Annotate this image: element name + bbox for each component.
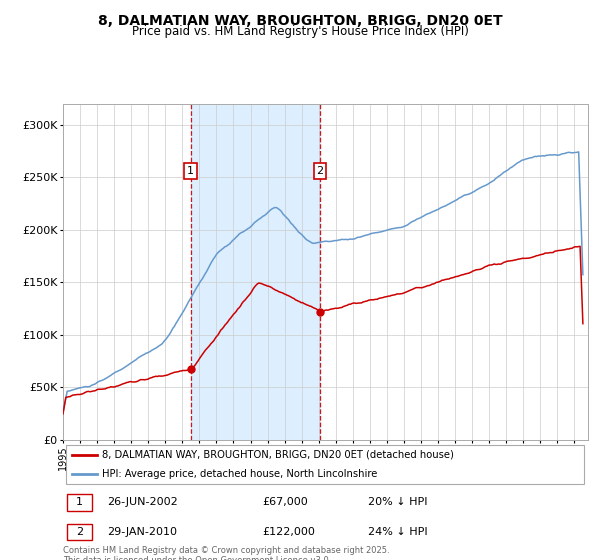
Text: Contains HM Land Registry data © Crown copyright and database right 2025.
This d: Contains HM Land Registry data © Crown c… bbox=[63, 546, 389, 560]
Text: 20% ↓ HPI: 20% ↓ HPI bbox=[367, 497, 427, 507]
Text: 2: 2 bbox=[76, 527, 83, 537]
Text: HPI: Average price, detached house, North Lincolnshire: HPI: Average price, detached house, Nort… bbox=[103, 469, 378, 478]
Text: 1: 1 bbox=[187, 166, 194, 176]
Text: Price paid vs. HM Land Registry's House Price Index (HPI): Price paid vs. HM Land Registry's House … bbox=[131, 25, 469, 38]
FancyBboxPatch shape bbox=[65, 445, 584, 484]
FancyBboxPatch shape bbox=[67, 524, 92, 540]
FancyBboxPatch shape bbox=[67, 494, 92, 511]
Text: 24% ↓ HPI: 24% ↓ HPI bbox=[367, 527, 427, 537]
Text: 8, DALMATIAN WAY, BROUGHTON, BRIGG, DN20 0ET: 8, DALMATIAN WAY, BROUGHTON, BRIGG, DN20… bbox=[98, 14, 502, 28]
Bar bbox=[191, 104, 320, 440]
Text: £67,000: £67,000 bbox=[263, 497, 308, 507]
Text: 26-JUN-2002: 26-JUN-2002 bbox=[107, 497, 178, 507]
Text: £122,000: £122,000 bbox=[263, 527, 316, 537]
Text: 2: 2 bbox=[316, 166, 323, 176]
Text: 8, DALMATIAN WAY, BROUGHTON, BRIGG, DN20 0ET (detached house): 8, DALMATIAN WAY, BROUGHTON, BRIGG, DN20… bbox=[103, 450, 454, 460]
Text: 1: 1 bbox=[76, 497, 83, 507]
Text: 29-JAN-2010: 29-JAN-2010 bbox=[107, 527, 178, 537]
